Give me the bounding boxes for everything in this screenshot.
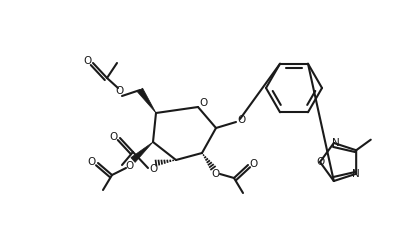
Text: O: O bbox=[84, 56, 92, 66]
Text: O: O bbox=[237, 115, 245, 125]
Text: O: O bbox=[110, 132, 118, 142]
Text: O: O bbox=[88, 157, 96, 167]
Text: O: O bbox=[200, 98, 208, 108]
Text: O: O bbox=[212, 169, 220, 179]
Polygon shape bbox=[131, 142, 153, 162]
Text: N: N bbox=[332, 138, 340, 148]
Polygon shape bbox=[137, 88, 156, 113]
Text: O: O bbox=[126, 161, 134, 171]
Text: O: O bbox=[149, 164, 157, 174]
Text: O: O bbox=[250, 159, 258, 169]
Text: O: O bbox=[116, 86, 124, 96]
Text: N: N bbox=[352, 169, 360, 179]
Text: O: O bbox=[316, 157, 324, 167]
